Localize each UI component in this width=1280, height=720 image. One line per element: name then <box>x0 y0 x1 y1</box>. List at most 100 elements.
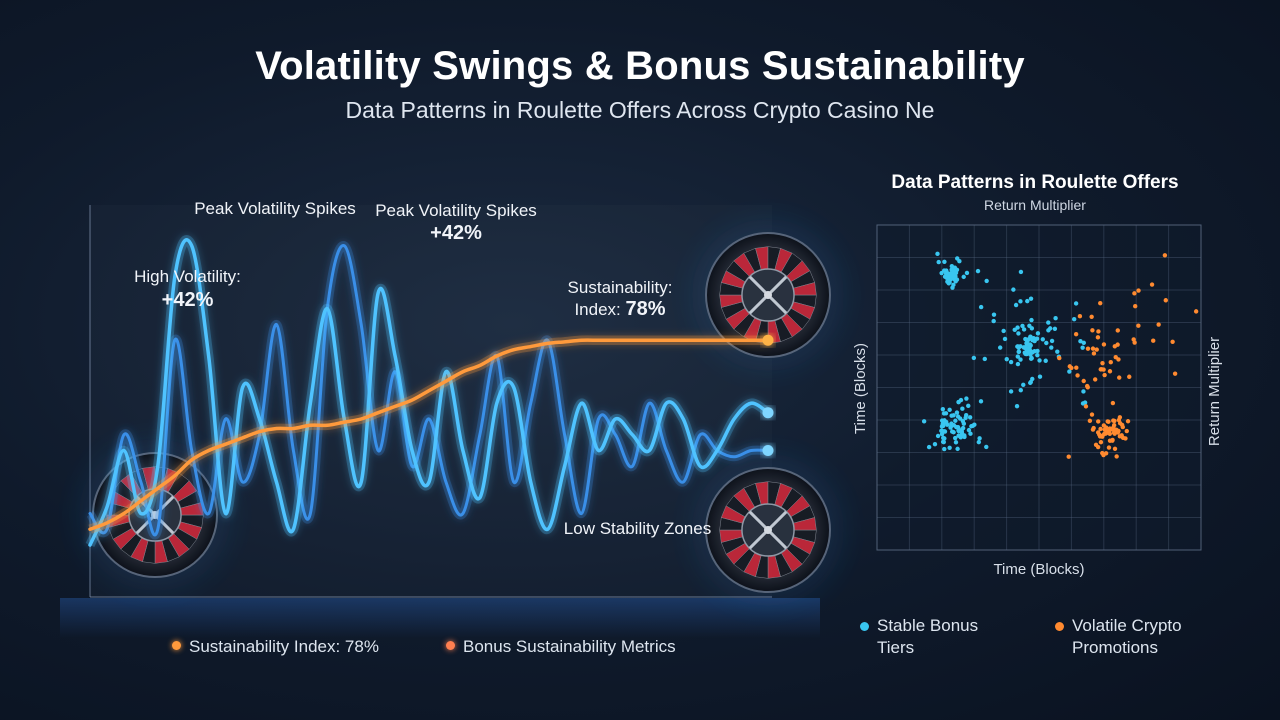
volatile-promo-point <box>1110 400 1116 406</box>
volatile-promo-point <box>1091 351 1097 356</box>
sustainability-index-line <box>88 338 770 531</box>
volatile-promo-point <box>1095 444 1101 450</box>
stable-bonus-point <box>941 411 947 416</box>
scatter-legend-volatile: Volatile Crypto Promotions <box>1055 615 1212 659</box>
stable-bonus-point <box>942 446 947 452</box>
stable-bonus-point <box>1053 315 1058 321</box>
stable-bonus-point <box>956 427 961 433</box>
stable-bonus-point <box>1021 382 1026 388</box>
volatile-promo-point <box>1098 439 1104 445</box>
scatter-legend-label-volatile: Volatile Crypto Promotions <box>1072 616 1182 657</box>
stable-bonus-point <box>953 279 958 284</box>
stable-bonus-point <box>966 403 971 409</box>
stable-bonus-point <box>1018 387 1023 393</box>
stable-bonus-point <box>954 410 960 415</box>
stable-bonus-point <box>947 445 952 450</box>
stable-bonus-point <box>1020 323 1025 329</box>
floor-glow <box>60 598 820 638</box>
legend-dot-sustainability <box>172 641 181 651</box>
stable-bonus-point <box>1081 340 1086 346</box>
volatile-promo-point <box>1108 360 1113 365</box>
stable-bonus-point <box>1014 403 1020 409</box>
stable-bonus-point <box>1052 326 1058 331</box>
stable-bonus-point <box>961 274 966 280</box>
page-subtitle: Data Patterns in Roulette Offers Across … <box>345 97 935 123</box>
stable-bonus-point <box>968 431 973 436</box>
roulette-wheels <box>79 219 844 606</box>
peak2-value-text: +42% <box>430 222 482 244</box>
volatile-promo-point <box>1102 372 1107 378</box>
volatile-promo-point <box>1114 454 1119 459</box>
volatile-promo-point <box>1133 304 1138 309</box>
stable-bonus-point <box>1046 320 1051 325</box>
roulette-wheel-icon <box>692 219 844 371</box>
stable-bonus-point <box>978 399 984 404</box>
stable-bonus-point <box>944 270 950 275</box>
stable-bonus-point <box>984 444 989 450</box>
stable-bonus-point <box>1046 328 1051 333</box>
scatter-panel <box>876 224 1202 551</box>
volatile-promo-point <box>1124 428 1129 434</box>
stable-bonus-point <box>1028 349 1034 354</box>
stable-bonus-point <box>964 396 969 401</box>
volatile-promo-point <box>1057 355 1062 361</box>
stable-bonus-point <box>982 356 987 362</box>
sustainability-label: Sustainability: <box>567 278 673 297</box>
peak2-annotation: Peak Volatility Spikes <box>375 201 537 220</box>
stable-bonus-point <box>1015 325 1020 330</box>
stable-bonus-point <box>1024 342 1030 348</box>
legend-bonus-metrics: Bonus Sustainability Metrics <box>446 637 676 657</box>
volatile-promo-point <box>1193 309 1199 314</box>
volatile-promo-point <box>1066 454 1071 459</box>
volatile-promo-point <box>1172 371 1178 376</box>
stable-bonus-point <box>1071 317 1077 322</box>
stable-bonus-point <box>984 278 989 284</box>
stable-bonus-point <box>1025 338 1030 344</box>
stable-bonus-point <box>953 268 959 273</box>
stable-bonus-point <box>963 412 969 418</box>
stable-bonus-point <box>951 430 956 435</box>
scatter-frame <box>876 224 1202 551</box>
stable-bonus-point <box>1040 337 1045 342</box>
stable-bonus-point <box>1011 287 1016 292</box>
volatile-promo-point <box>1101 342 1107 347</box>
stable-bonus-point <box>964 270 970 276</box>
volatile-promo-point <box>1096 329 1101 334</box>
stable-bonus-point <box>1015 354 1020 359</box>
stable-bonus-point <box>976 439 982 445</box>
volatile-promo-point <box>1102 431 1107 437</box>
volatility-primary-line <box>88 238 770 547</box>
volatile-promo-point <box>1073 331 1079 337</box>
scatter-legend-stable: Stable Bonus Tiers <box>860 615 1007 659</box>
volatile-promo-point <box>1156 322 1161 327</box>
stable-bonus-point <box>1028 296 1034 301</box>
stable-bonus-point <box>1015 344 1020 349</box>
stable-bonus-point <box>1032 348 1037 354</box>
volatility-primary-end-point <box>762 407 774 419</box>
scatter-y-label: Time (Blocks) <box>852 342 870 435</box>
volatile-promo-point <box>1085 346 1091 351</box>
volatile-promo-point <box>1098 426 1103 432</box>
stable-bonus-point <box>1018 269 1024 275</box>
legend-label-bonus: Bonus Sustainability Metrics <box>463 637 676 656</box>
peak1-annotation: Peak Volatility Spikes <box>194 199 356 218</box>
volatile-promo-point <box>1106 445 1112 450</box>
stable-bonus-point <box>942 436 947 441</box>
volatile-promo-point <box>1136 288 1141 293</box>
stable-bonus-point <box>1029 355 1034 361</box>
high-volatility-value-text: +42% <box>161 289 214 311</box>
volatile-promo-point <box>1095 335 1101 340</box>
legend-label-sustainability: Sustainability Index: 78% <box>189 637 379 656</box>
stable-bonus-point <box>1043 358 1048 363</box>
volatile-promo-point <box>1115 342 1120 347</box>
volatile-promo-point <box>1092 377 1098 382</box>
stable-bonus-point <box>1018 299 1023 304</box>
stable-bonus-point <box>1021 327 1027 332</box>
sustainability-index-value: 78% <box>625 298 666 320</box>
stable-bonus-point <box>955 446 960 452</box>
stable-bonus-point <box>1055 349 1060 354</box>
stable-bonus-point <box>960 418 966 424</box>
volatile-promo-point <box>1090 328 1095 333</box>
stable-bonus-point <box>1044 340 1049 346</box>
stable-bonus-point <box>960 425 966 431</box>
